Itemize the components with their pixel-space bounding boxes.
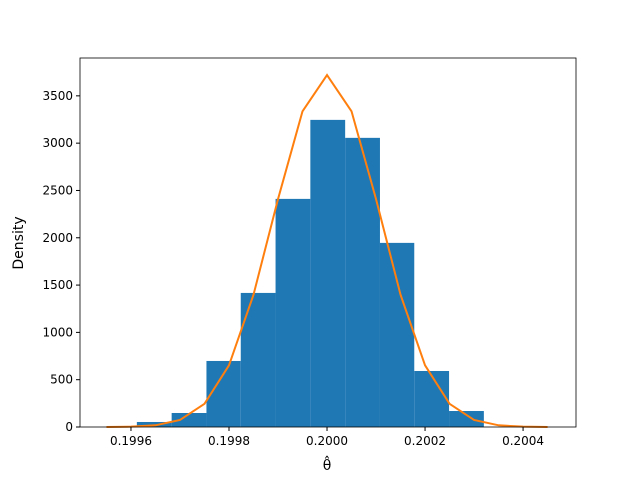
y-tick-label: 3000 — [42, 136, 73, 150]
y-tick-label: 1000 — [42, 325, 73, 339]
x-tick-label: 0.2004 — [502, 434, 544, 448]
x-tick-label: 0.1998 — [208, 434, 250, 448]
y-tick-label: 2500 — [42, 183, 73, 197]
x-tick-label: 0.1996 — [110, 434, 152, 448]
bar — [345, 137, 380, 427]
x-tick-label: 0.2002 — [404, 434, 446, 448]
bar — [449, 411, 484, 427]
y-tick-label: 2000 — [42, 231, 73, 245]
y-axis-label: Density — [11, 216, 27, 269]
y-tick-label: 3500 — [42, 89, 73, 103]
y-tick-label: 500 — [50, 373, 73, 387]
x-axis-label: θ̂ — [323, 455, 332, 474]
y-tick-label: 0 — [65, 420, 73, 434]
plot-frame — [79, 57, 577, 428]
bar — [310, 119, 346, 427]
bar — [240, 292, 276, 427]
density-curve — [106, 73, 548, 428]
bar — [379, 242, 415, 427]
bar — [275, 198, 311, 427]
x-tick-label: 0.2000 — [306, 434, 348, 448]
y-tick-label: 1500 — [42, 278, 73, 292]
bar — [414, 370, 450, 427]
bar — [171, 412, 207, 427]
